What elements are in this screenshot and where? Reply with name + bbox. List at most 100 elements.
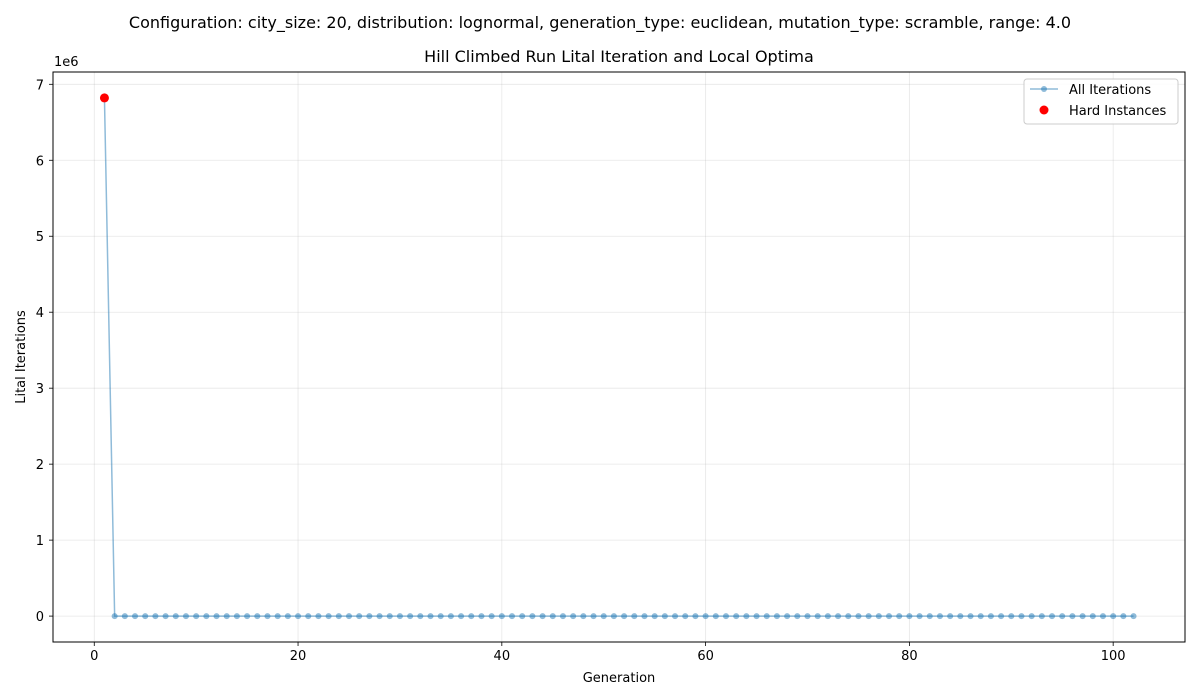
data-point-all-iterations (733, 613, 740, 620)
data-point-all-iterations (213, 613, 220, 620)
x-axis-label: Generation (583, 671, 656, 686)
data-point-all-iterations (722, 613, 729, 620)
data-point-all-iterations (203, 613, 210, 620)
y-tick-label: 2 (36, 458, 44, 473)
data-point-all-iterations (305, 613, 312, 620)
data-point-all-iterations (987, 613, 994, 620)
y-axis-label: Lital Iterations (14, 310, 29, 404)
data-point-all-iterations (478, 613, 485, 620)
y-tick-label: 3 (36, 382, 44, 397)
legend-box (1023, 78, 1179, 125)
x-tick-label: 20 (290, 649, 307, 664)
data-point-all-iterations (1110, 613, 1117, 620)
data-point-all-iterations (712, 613, 719, 620)
data-point-all-iterations (407, 613, 414, 620)
data-point-all-iterations (610, 613, 617, 620)
data-point-all-iterations (1130, 613, 1137, 620)
data-point-all-iterations (580, 613, 587, 620)
data-point-all-iterations (784, 613, 791, 620)
data-point-all-iterations (600, 613, 607, 620)
data-point-all-iterations (498, 613, 505, 620)
data-point-all-iterations (254, 613, 261, 620)
data-point-all-iterations (366, 613, 373, 620)
data-point-all-iterations (121, 613, 128, 620)
data-point-all-iterations (641, 613, 648, 620)
y-tick-label: 7 (36, 78, 44, 93)
data-point-all-iterations (1018, 613, 1025, 620)
legend-label-hard-instances: Hard Instances (1069, 104, 1167, 119)
data-point-all-iterations (437, 613, 444, 620)
data-point-all-iterations (947, 613, 954, 620)
data-point-all-iterations (661, 613, 668, 620)
data-point-all-iterations (182, 613, 189, 620)
plot-frame (52, 71, 1186, 643)
data-point-all-iterations (376, 613, 383, 620)
data-point-all-iterations (957, 613, 964, 620)
data-point-all-iterations (773, 613, 780, 620)
data-point-all-iterations (356, 613, 363, 620)
data-point-all-iterations (193, 613, 200, 620)
x-tick-label: 60 (697, 649, 714, 664)
data-point-all-iterations (845, 613, 852, 620)
data-point-all-iterations (1079, 613, 1086, 620)
data-point-all-iterations (264, 613, 271, 620)
data-point-all-iterations (998, 613, 1005, 620)
data-point-hard-instance (99, 93, 109, 103)
data-point-all-iterations (1059, 613, 1066, 620)
data-point-all-iterations (824, 613, 831, 620)
series-line-all-iterations (103, 97, 1134, 617)
data-point-all-iterations (549, 613, 556, 620)
data-point-all-iterations (509, 613, 516, 620)
plot-area (52, 71, 1186, 643)
data-point-all-iterations (519, 613, 526, 620)
data-point-all-iterations (702, 613, 709, 620)
data-point-all-iterations (977, 613, 984, 620)
y-tick-label: 4 (36, 306, 44, 321)
data-point-all-iterations (386, 613, 393, 620)
data-point-all-iterations (896, 613, 903, 620)
data-point-all-iterations (906, 613, 913, 620)
figure-suptitle: Configuration: city_size: 20, distributi… (129, 13, 1071, 33)
data-point-all-iterations (743, 613, 750, 620)
data-point-all-iterations (855, 613, 862, 620)
data-point-all-iterations (335, 613, 342, 620)
data-point-all-iterations (539, 613, 546, 620)
data-point-all-iterations (427, 613, 434, 620)
data-point-all-iterations (692, 613, 699, 620)
data-point-all-iterations (1008, 613, 1015, 620)
y-tick-label: 0 (36, 610, 44, 625)
data-point-all-iterations (763, 613, 770, 620)
data-point-all-iterations (1099, 613, 1106, 620)
data-point-all-iterations (233, 613, 240, 620)
legend-marker-hard-instances (1039, 105, 1049, 115)
data-point-all-iterations (447, 613, 454, 620)
data-point-all-iterations (111, 613, 118, 620)
data-point-all-iterations (936, 613, 943, 620)
data-point-all-iterations (753, 613, 760, 620)
data-point-all-iterations (651, 613, 658, 620)
x-ticks: 0 20 40 60 80 100 (90, 642, 1126, 664)
data-point-all-iterations (244, 613, 251, 620)
data-point-all-iterations (132, 613, 139, 620)
data-point-all-iterations (590, 613, 597, 620)
data-point-all-iterations (1069, 613, 1076, 620)
data-point-all-iterations (223, 613, 230, 620)
y-tick-label: 5 (36, 230, 44, 245)
data-point-all-iterations (916, 613, 923, 620)
data-point-all-iterations (529, 613, 536, 620)
data-point-all-iterations (274, 613, 281, 620)
data-point-all-iterations (559, 613, 566, 620)
data-point-all-iterations (284, 613, 291, 620)
data-point-all-iterations (794, 613, 801, 620)
y-tick-label: 1 (36, 534, 44, 549)
data-point-all-iterations (1120, 613, 1127, 620)
data-point-all-iterations (835, 613, 842, 620)
data-point-all-iterations (488, 613, 495, 620)
data-point-all-iterations (886, 613, 893, 620)
data-point-all-iterations (967, 613, 974, 620)
x-tick-label: 0 (90, 649, 98, 664)
data-point-all-iterations (152, 613, 159, 620)
data-point-all-iterations (631, 613, 638, 620)
data-point-all-iterations (1028, 613, 1035, 620)
